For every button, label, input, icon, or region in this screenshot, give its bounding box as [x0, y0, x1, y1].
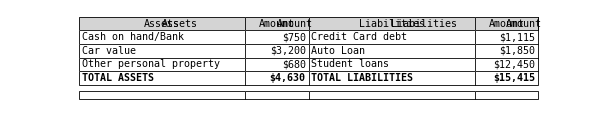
Bar	[245, 58, 309, 71]
Bar	[245, 91, 309, 99]
Bar	[475, 71, 538, 85]
Bar	[79, 17, 245, 30]
Text: Assets: Assets	[144, 19, 180, 29]
Bar	[475, 58, 538, 71]
Bar	[309, 17, 475, 30]
Text: $15,415: $15,415	[493, 73, 535, 83]
Bar	[245, 17, 309, 30]
Bar	[475, 30, 538, 44]
Text: Car value: Car value	[82, 46, 136, 56]
Bar	[245, 91, 309, 99]
Text: Amount: Amount	[259, 19, 295, 29]
Bar	[309, 44, 475, 58]
Bar	[309, 58, 475, 71]
Text: $1,115: $1,115	[499, 32, 535, 42]
Bar	[245, 44, 309, 58]
Bar	[79, 71, 245, 85]
Text: Other personal property: Other personal property	[82, 59, 220, 69]
Bar	[79, 17, 245, 30]
Bar	[309, 44, 475, 58]
Bar	[475, 44, 538, 58]
Bar	[79, 30, 245, 44]
Text: $750: $750	[282, 32, 306, 42]
Bar	[79, 30, 245, 44]
Text: Amount: Amount	[488, 19, 524, 29]
Bar	[475, 91, 538, 99]
Bar	[475, 17, 538, 30]
Bar	[309, 17, 475, 30]
Bar	[245, 44, 309, 58]
Bar	[79, 44, 245, 58]
Bar	[475, 17, 538, 30]
Bar	[79, 58, 245, 71]
Bar	[475, 91, 538, 99]
Bar	[245, 71, 309, 85]
Bar	[309, 17, 475, 30]
Bar	[245, 30, 309, 44]
Bar	[79, 17, 245, 30]
Bar	[475, 71, 538, 85]
Bar	[245, 17, 309, 30]
Bar	[475, 17, 538, 30]
Bar	[475, 58, 538, 71]
Bar	[475, 17, 538, 30]
Bar	[79, 71, 245, 85]
Bar	[245, 17, 309, 30]
Bar	[79, 91, 245, 99]
Text: $4,630: $4,630	[270, 73, 306, 83]
Text: Credit Card debt: Credit Card debt	[311, 32, 408, 42]
Bar	[309, 91, 475, 99]
Text: Auto Loan: Auto Loan	[311, 46, 365, 56]
Bar	[245, 58, 309, 71]
Bar	[79, 44, 245, 58]
Bar	[309, 17, 475, 30]
Text: TOTAL ASSETS: TOTAL ASSETS	[82, 73, 154, 83]
Bar	[309, 30, 475, 44]
Text: Amount: Amount	[506, 19, 542, 29]
Bar	[245, 30, 309, 44]
Bar	[245, 71, 309, 85]
Text: $3,200: $3,200	[270, 46, 306, 56]
Bar	[79, 58, 245, 71]
Text: Assets: Assets	[162, 19, 197, 29]
Bar	[309, 71, 475, 85]
Text: Liabilities: Liabilities	[359, 19, 424, 29]
Bar	[245, 17, 309, 30]
Text: Amount: Amount	[276, 19, 312, 29]
Bar	[79, 17, 245, 30]
Bar	[309, 71, 475, 85]
Text: $680: $680	[282, 59, 306, 69]
Text: Student loans: Student loans	[311, 59, 389, 69]
Bar	[309, 58, 475, 71]
Bar	[79, 91, 245, 99]
Bar	[475, 44, 538, 58]
Text: $1,850: $1,850	[499, 46, 535, 56]
Bar	[309, 30, 475, 44]
Bar	[309, 91, 475, 99]
Text: TOTAL LIABILITIES: TOTAL LIABILITIES	[311, 73, 414, 83]
Bar	[475, 30, 538, 44]
Text: Liabilities: Liabilities	[391, 19, 457, 29]
Text: Cash on hand/Bank: Cash on hand/Bank	[82, 32, 184, 42]
Text: $12,450: $12,450	[493, 59, 535, 69]
